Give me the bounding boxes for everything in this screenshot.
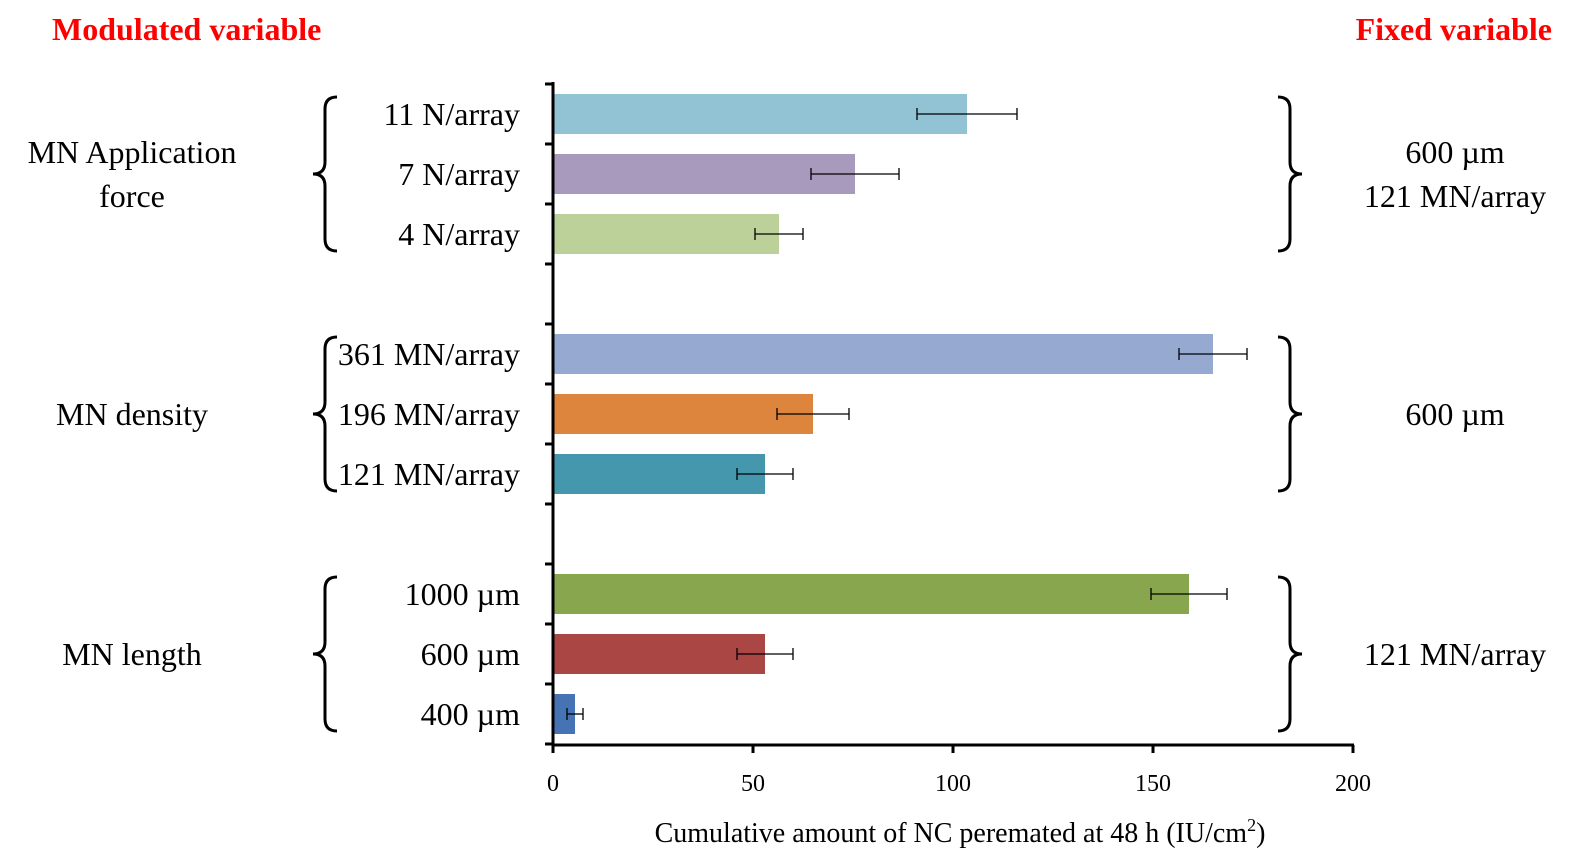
category-label-1-1: 196 MN/array <box>338 396 520 432</box>
right-brace-0 <box>1277 95 1303 253</box>
bar-1-0 <box>553 334 1213 374</box>
right-brace-2 <box>1277 575 1303 733</box>
axis-layer: 0 50 100 150 200 <box>545 82 1371 797</box>
fixed-variable-0-line-0: 600 µm <box>1405 134 1504 170</box>
labels-layer: 11 N/array 7 N/array 4 N/array MN Applicati… <box>28 95 1546 733</box>
bar-1-1 <box>553 394 813 434</box>
left-brace-1 <box>312 335 338 493</box>
bar-0-1 <box>553 154 855 194</box>
modulated-variable-header: Modulated variable <box>52 11 321 47</box>
bars-layer <box>553 94 1248 734</box>
category-label-2-0: 1000 µm <box>405 576 520 612</box>
group-name-1-line-0: MN density <box>56 396 208 432</box>
left-brace-0 <box>312 95 338 253</box>
bar-0-0 <box>553 94 967 134</box>
group-name-2-line-0: MN length <box>62 636 202 672</box>
category-label-2-1: 600 µm <box>421 636 520 672</box>
fixed-variable-0-line-1: 121 MN/array <box>1364 178 1546 214</box>
category-label-1-0: 361 MN/array <box>338 336 520 372</box>
x-axis-title-main: Cumulative amount of NC peremated at 48 … <box>655 818 1248 849</box>
x-axis-title-end: ) <box>1256 818 1265 849</box>
group-name-0-line-0: MN Application <box>28 134 237 170</box>
fixed-variable-1-line-0: 600 µm <box>1405 396 1504 432</box>
fixed-variable-header: Fixed variable <box>1356 11 1552 47</box>
x-axis-title: Cumulative amount of NC peremated at 48 … <box>655 815 1266 849</box>
left-brace-2 <box>312 575 338 733</box>
right-brace-1 <box>1277 335 1303 493</box>
bar-0-2 <box>553 214 779 254</box>
fixed-variable-2-line-0: 121 MN/array <box>1364 636 1546 672</box>
category-label-2-2: 400 µm <box>421 696 520 732</box>
category-label-1-2: 121 MN/array <box>338 456 520 492</box>
category-label-0-2: 4 N/array <box>398 216 520 252</box>
category-label-0-0: 11 N/array <box>383 96 520 132</box>
bar-1-2 <box>553 454 765 494</box>
x-tick-label-1: 50 <box>741 771 765 797</box>
x-tick-label-3: 150 <box>1135 771 1171 797</box>
group-name-0-line-1: force <box>99 178 165 214</box>
x-tick-label-0: 0 <box>547 771 559 797</box>
bar-2-0 <box>553 574 1189 614</box>
x-axis-title-superscript: 2 <box>1247 815 1256 835</box>
category-label-0-1: 7 N/array <box>398 156 520 192</box>
x-tick-label-2: 100 <box>935 771 971 797</box>
bar-2-1 <box>553 634 765 674</box>
x-tick-label-4: 200 <box>1335 771 1371 797</box>
bar-2-2 <box>553 694 575 734</box>
